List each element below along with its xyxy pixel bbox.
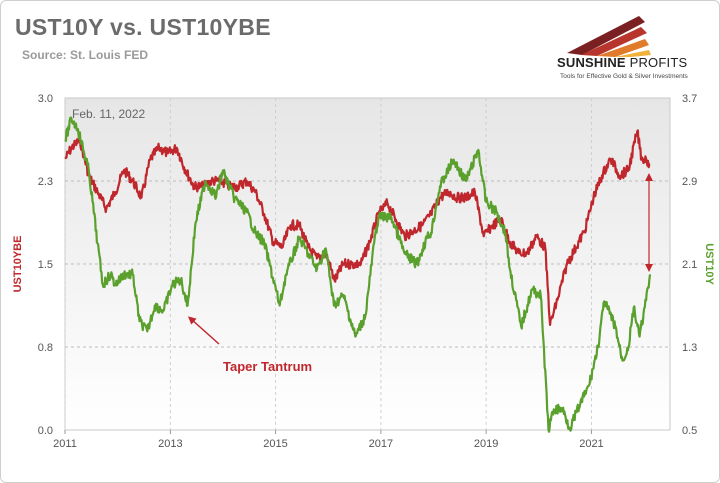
tick-layer: 0.0 0.5 0.8 1.3 1.5 2.1 2.3 2.9 3.0 3.7 2011 2013 20… [38, 93, 698, 450]
y-left-tick-label: 2.3 [38, 176, 53, 188]
x-tick-label: 2019 [474, 438, 498, 450]
y-left-axis-title: UST10YBE [12, 236, 24, 293]
logo-brand: SUNSHINE PROFITS [557, 55, 687, 70]
logo-tagline: Tools for Effective Gold & Silver Invest… [560, 73, 688, 80]
series-line-ust10y [64, 116, 652, 433]
x-tick-label: 2011 [53, 438, 77, 450]
sunburst-logo-icon [567, 16, 651, 57]
taper-tantrum-annotation: Taper Tantrum [223, 359, 312, 374]
x-tick-label: 2015 [263, 438, 287, 450]
y-right-tick-label: 0.5 [682, 425, 697, 437]
sunshine-profits-logo: SUNSHINE PROFITS Tools for Effective Gol… [557, 13, 707, 83]
y-left-tick-label: 0.8 [38, 342, 53, 354]
y-right-axis-title: UST10Y [703, 243, 715, 285]
series-layer [64, 116, 652, 433]
x-tick-label: 2013 [158, 438, 182, 450]
logo-brand-secondary: PROFITS [629, 55, 688, 70]
x-tick-label: 2021 [579, 438, 603, 450]
y-right-tick-label: 3.7 [682, 93, 697, 105]
y-left-tick-label: 3.0 [38, 93, 53, 105]
y-right-tick-label: 2.9 [682, 176, 697, 188]
y-right-tick-label: 2.1 [682, 259, 697, 271]
series-line-ust10ybe [64, 129, 651, 326]
date-label: Feb. 11, 2022 [72, 107, 145, 121]
chart-title: UST10Y vs. UST10YBE [15, 14, 271, 40]
taper-tantrum-arrow [188, 316, 220, 345]
x-tick-label: 2017 [369, 438, 393, 450]
y-left-tick-label: 1.5 [38, 259, 53, 271]
chart-source: Source: St. Louis FED [22, 48, 149, 62]
y-right-tick-label: 1.3 [682, 342, 697, 354]
logo-brand-primary: SUNSHINE [557, 55, 626, 70]
y-left-tick-label: 0.0 [38, 425, 53, 437]
